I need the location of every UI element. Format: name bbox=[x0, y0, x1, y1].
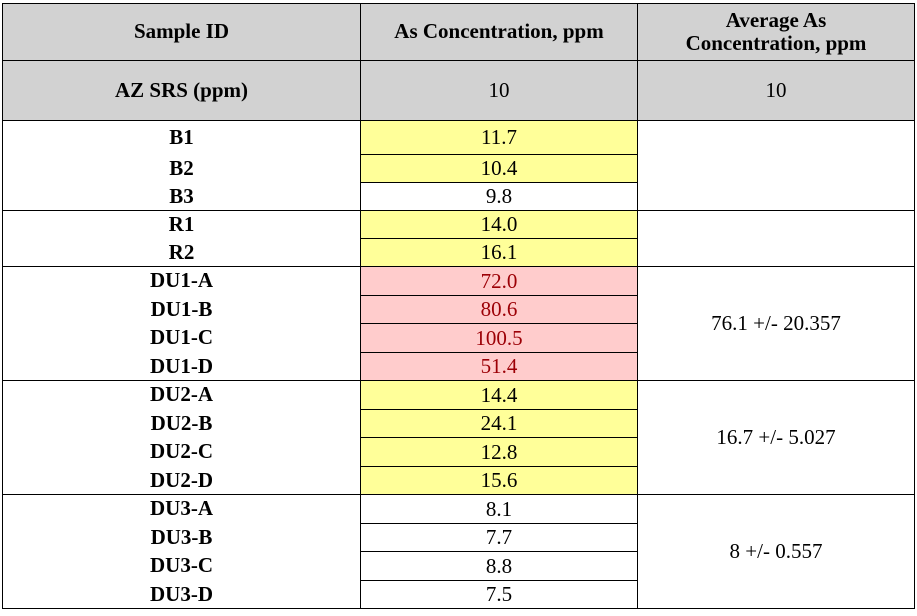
sample-id: DU1-A bbox=[150, 268, 213, 292]
sample-id: DU1-C bbox=[150, 325, 213, 349]
reference-sample-cell: AZ SRS (ppm) bbox=[2, 60, 361, 121]
reference-value-cell: 10 bbox=[360, 60, 638, 121]
concentration-cell: 10.4 bbox=[360, 154, 638, 183]
sample-id-cell: DU3-D bbox=[2, 580, 361, 608]
header-sample-id-label: Sample ID bbox=[133, 19, 230, 44]
group-average-cell bbox=[637, 120, 915, 210]
concentration-value: 7.7 bbox=[485, 525, 513, 549]
sample-id: DU2-B bbox=[150, 410, 213, 435]
group-average-cell: 16.7 +/- 5.027 bbox=[637, 380, 915, 494]
sample-id: DU3-A bbox=[150, 496, 213, 520]
concentration-cell: 24.1 bbox=[360, 409, 638, 438]
concentration-value: 10.4 bbox=[480, 156, 518, 180]
sample-id-cell: R2 bbox=[2, 238, 361, 266]
group-average-cell: 76.1 +/- 20.357 bbox=[637, 266, 915, 380]
reference-average: 10 bbox=[765, 77, 787, 102]
concentration-cell: 7.5 bbox=[360, 580, 638, 609]
concentration-cell: 8.1 bbox=[360, 494, 638, 524]
sample-id-cell: DU1-A bbox=[2, 266, 361, 295]
sample-id: B2 bbox=[169, 155, 194, 180]
reference-average-cell: 10 bbox=[637, 60, 915, 121]
concentration-cell: 14.0 bbox=[360, 210, 638, 239]
arsenic-results-table: Sample ID As Concentration, ppm Average … bbox=[2, 3, 915, 613]
header-average-label: Average As Concentration, ppm bbox=[685, 7, 867, 55]
header-average-as-concentration: Average As Concentration, ppm bbox=[637, 3, 915, 61]
sample-id: R2 bbox=[168, 239, 195, 264]
sample-id: R1 bbox=[168, 211, 195, 236]
concentration-cell: 9.8 bbox=[360, 182, 638, 211]
header-as-concentration-label: As Concentration, ppm bbox=[394, 19, 604, 44]
concentration-value: 100.5 bbox=[475, 325, 523, 350]
sample-id-cell: DU1-B bbox=[2, 295, 361, 323]
concentration-cell: 7.7 bbox=[360, 523, 638, 552]
group-average-cell bbox=[637, 210, 915, 266]
concentration-value: 9.8 bbox=[485, 184, 513, 208]
concentration-cell: 100.5 bbox=[360, 323, 638, 353]
sample-id-cell: DU2-A bbox=[2, 380, 361, 409]
concentration-cell: 11.7 bbox=[360, 120, 638, 155]
sample-id-cell: DU2-B bbox=[2, 409, 361, 437]
sample-id: DU3-D bbox=[150, 581, 213, 606]
concentration-value: 15.6 bbox=[480, 468, 518, 492]
concentration-cell: 8.8 bbox=[360, 551, 638, 581]
concentration-value: 80.6 bbox=[480, 297, 518, 321]
sample-id-cell: DU2-D bbox=[2, 466, 361, 494]
sample-id: DU2-D bbox=[150, 467, 213, 492]
group-average-value: 76.1 +/- 20.357 bbox=[711, 310, 841, 335]
sample-id-cell: R1 bbox=[2, 210, 361, 238]
group-average-value: 8 +/- 0.557 bbox=[729, 538, 823, 563]
sample-id-cell: DU1-C bbox=[2, 323, 361, 352]
sample-id-cell: DU2-C bbox=[2, 437, 361, 466]
concentration-cell: 80.6 bbox=[360, 295, 638, 324]
sample-id: DU2-C bbox=[150, 439, 213, 463]
group-average-value: 16.7 +/- 5.027 bbox=[716, 424, 836, 449]
concentration-value: 8.8 bbox=[485, 553, 513, 578]
concentration-value: 14.0 bbox=[480, 212, 518, 236]
sample-id-cell: DU3-B bbox=[2, 523, 361, 551]
concentration-value: 11.7 bbox=[481, 125, 517, 149]
concentration-cell: 16.1 bbox=[360, 238, 638, 267]
reference-label: AZ SRS (ppm) bbox=[114, 77, 249, 102]
concentration-cell: 12.8 bbox=[360, 437, 638, 467]
header-as-concentration: As Concentration, ppm bbox=[360, 3, 638, 61]
concentration-value: 72.0 bbox=[480, 268, 518, 293]
group-average-cell: 8 +/- 0.557 bbox=[637, 494, 915, 608]
sample-id: DU1-B bbox=[150, 296, 213, 321]
concentration-value: 16.1 bbox=[480, 240, 518, 264]
sample-id: B3 bbox=[169, 183, 194, 208]
sample-id-cell: B1 bbox=[2, 120, 361, 154]
reference-value: 10 bbox=[488, 77, 510, 102]
sample-id-cell: DU3-A bbox=[2, 494, 361, 523]
concentration-value: 51.4 bbox=[480, 354, 518, 378]
header-sample-id: Sample ID bbox=[2, 3, 361, 61]
sample-id: DU3-B bbox=[150, 524, 213, 549]
concentration-value: 24.1 bbox=[480, 411, 518, 435]
sample-id: B1 bbox=[169, 124, 194, 149]
sample-id-cell: B2 bbox=[2, 154, 361, 182]
concentration-value: 12.8 bbox=[480, 439, 518, 464]
concentration-cell: 15.6 bbox=[360, 466, 638, 495]
sample-id-cell: B3 bbox=[2, 182, 361, 210]
sample-id: DU1-D bbox=[150, 353, 213, 378]
concentration-value: 8.1 bbox=[485, 496, 513, 521]
sample-id-cell: DU1-D bbox=[2, 352, 361, 380]
concentration-value: 14.4 bbox=[480, 382, 518, 407]
sample-id-cell: DU3-C bbox=[2, 551, 361, 580]
concentration-value: 7.5 bbox=[485, 582, 513, 606]
concentration-cell: 51.4 bbox=[360, 352, 638, 381]
sample-id: DU3-C bbox=[150, 553, 213, 577]
concentration-cell: 72.0 bbox=[360, 266, 638, 296]
sample-id: DU2-A bbox=[150, 382, 213, 406]
concentration-cell: 14.4 bbox=[360, 380, 638, 410]
